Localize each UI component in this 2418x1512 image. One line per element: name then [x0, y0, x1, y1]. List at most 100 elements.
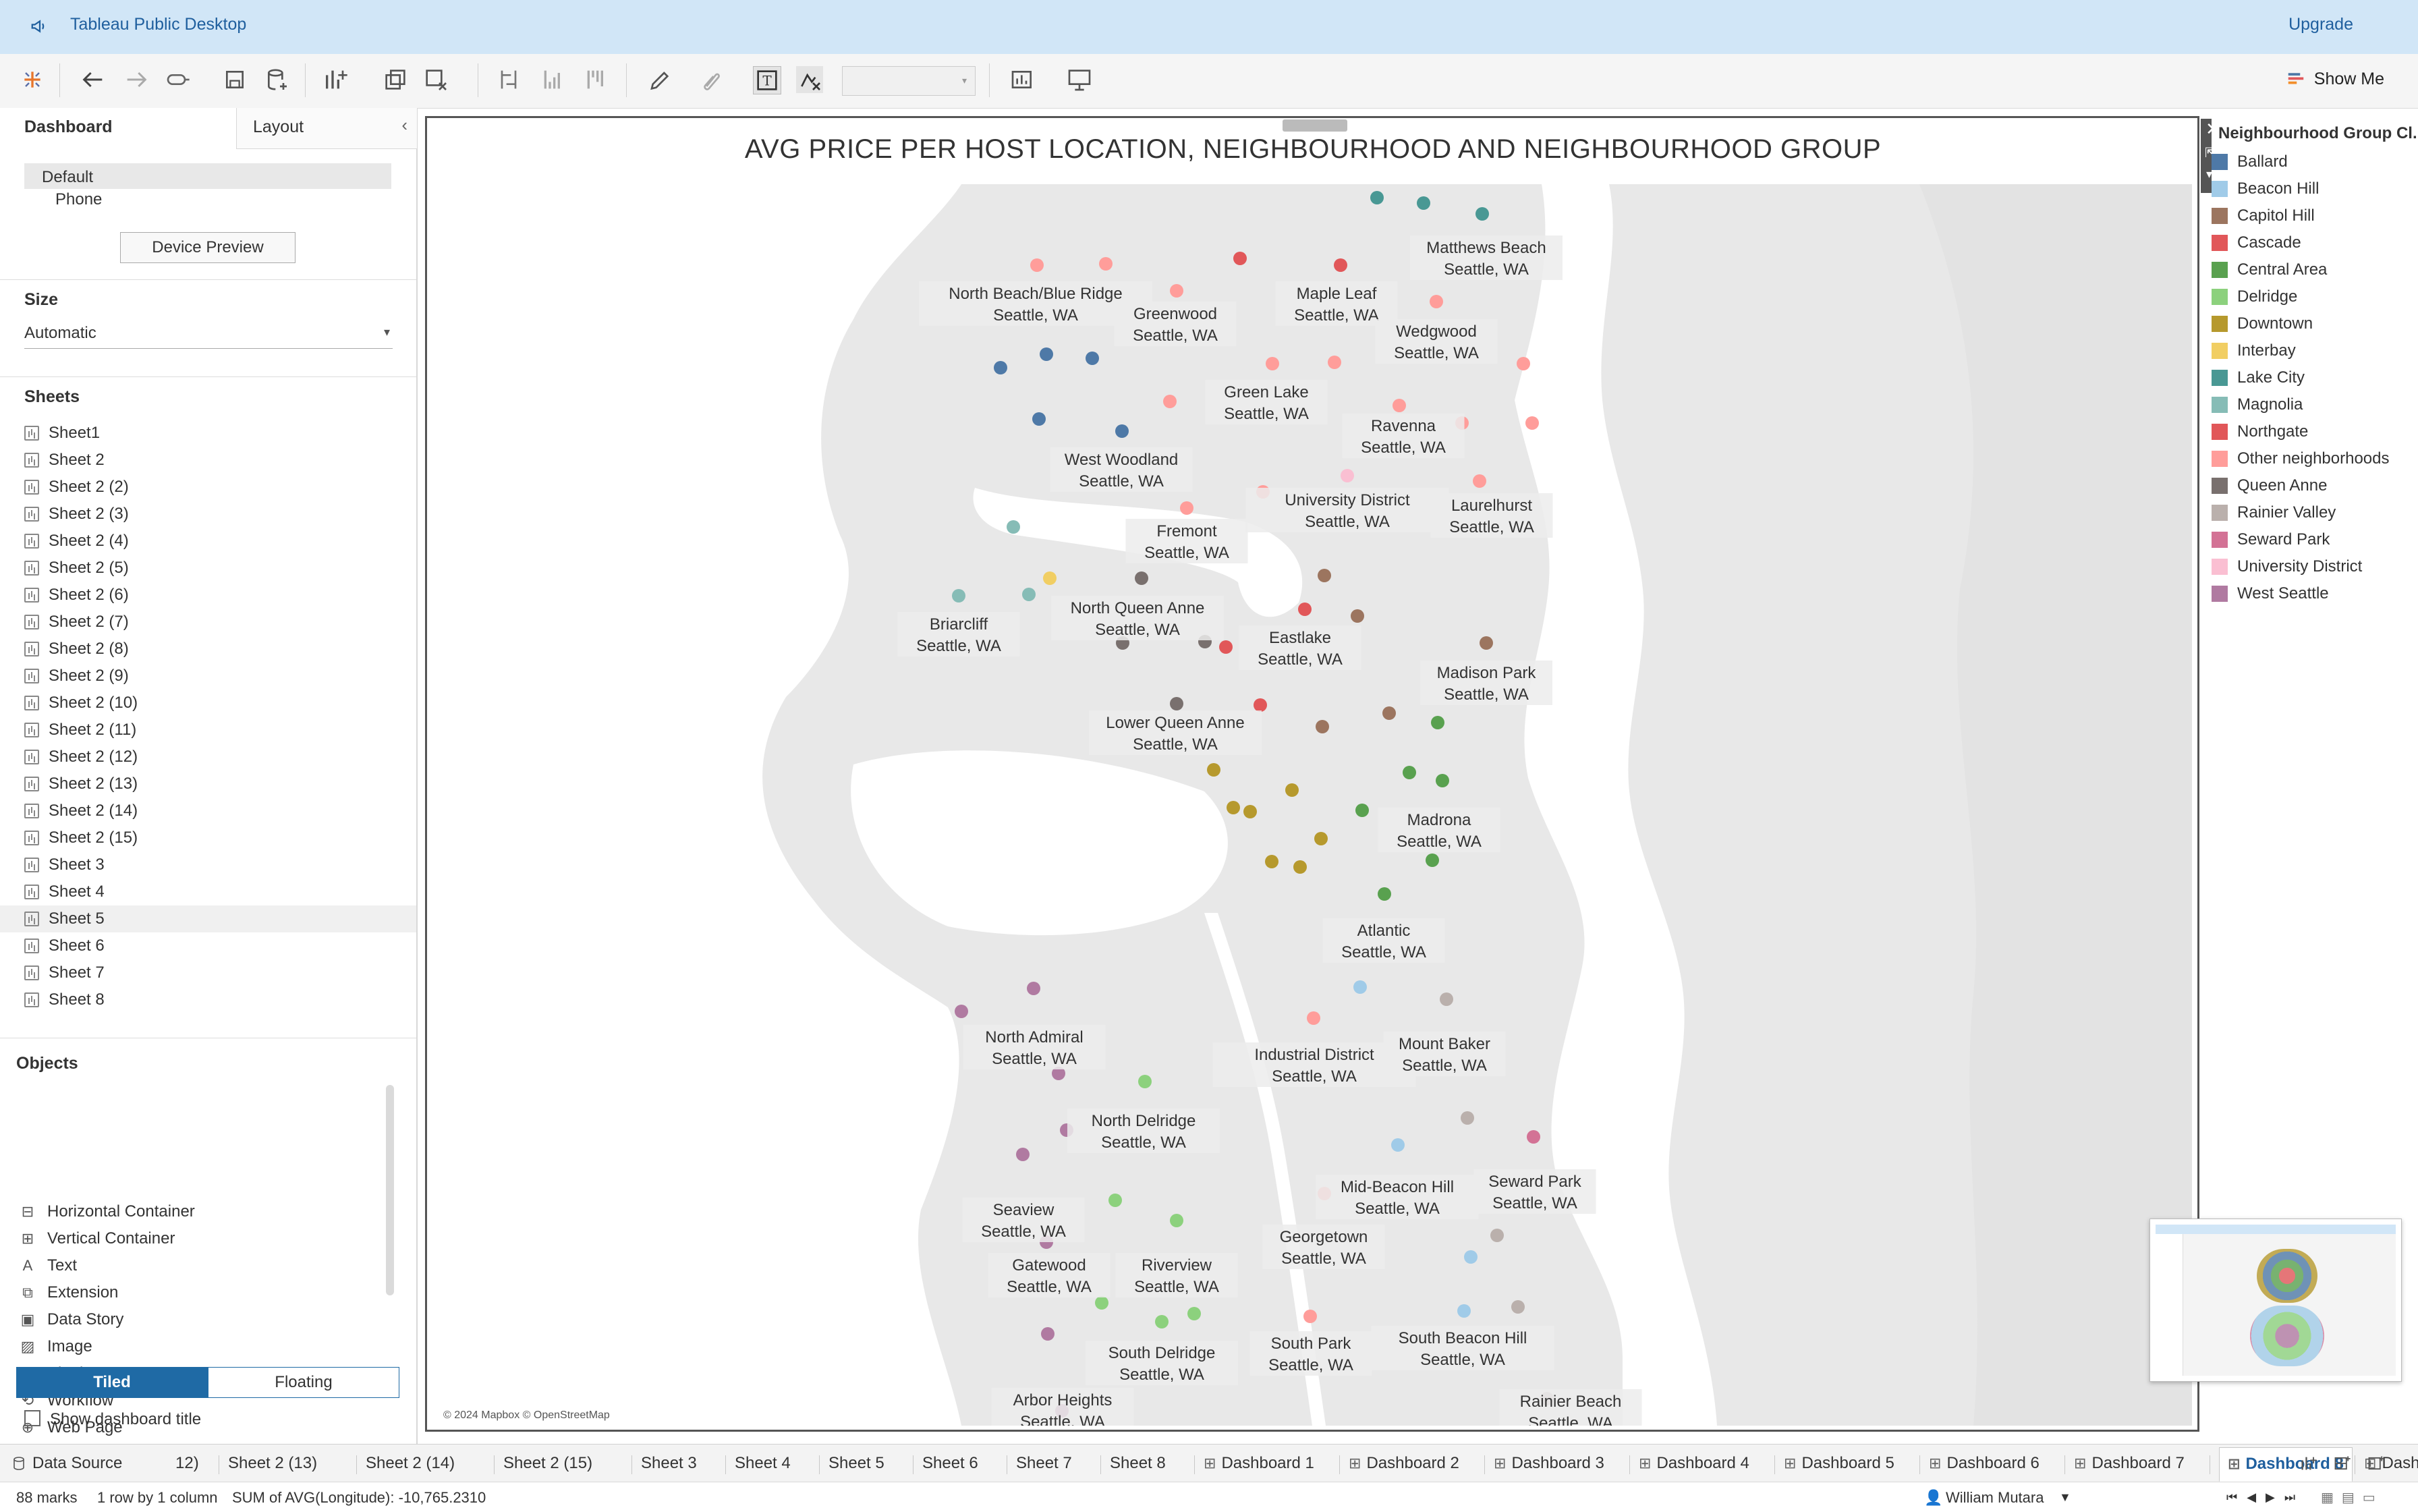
map-mark[interactable]: [1052, 1067, 1065, 1080]
map-mark[interactable]: [1370, 191, 1384, 204]
sheet-item[interactable]: Sheet 6: [24, 932, 105, 959]
new-dashboard-icon[interactable]: [2333, 1454, 2352, 1473]
dashboard-tab[interactable]: ⊞ Dashboard 9: [2364, 1450, 2418, 1477]
map-mark[interactable]: [1307, 1011, 1320, 1025]
dashboard-tab[interactable]: ⊞ Dashboard 1: [1204, 1450, 1314, 1477]
legend-item[interactable]: Queen Anne: [2212, 472, 2327, 499]
sheet-item[interactable]: Sheet 7: [24, 959, 105, 986]
map-mark[interactable]: [1318, 569, 1331, 582]
map-mark[interactable]: [1511, 1300, 1525, 1314]
tiled-toggle[interactable]: Tiled: [16, 1367, 208, 1398]
map-mark[interactable]: [1187, 1307, 1201, 1320]
show-me-button[interactable]: Show Me: [2286, 69, 2384, 89]
map-mark[interactable]: [1254, 698, 1267, 712]
map-mark[interactable]: [1316, 720, 1329, 733]
sheet-item[interactable]: Sheet 2 (13): [24, 771, 138, 797]
redo-icon[interactable]: [123, 66, 150, 93]
map-mark[interactable]: [1461, 1111, 1474, 1125]
sheet-item[interactable]: Sheet 2 (12): [24, 744, 138, 771]
sheet-tab[interactable]: Sheet 7: [1016, 1450, 1072, 1477]
device-preview-button[interactable]: Device Preview: [120, 232, 296, 263]
chevron-down-icon[interactable]: ▾: [2206, 167, 2213, 181]
show-title-checkbox[interactable]: [24, 1410, 40, 1426]
device-phone[interactable]: Phone: [55, 190, 103, 208]
map-mark[interactable]: [1207, 763, 1220, 777]
upgrade-link[interactable]: Upgrade: [2288, 15, 2353, 34]
map-mark[interactable]: [1527, 1130, 1540, 1144]
map-mark[interactable]: [1403, 766, 1416, 779]
map-mark[interactable]: [1030, 258, 1044, 272]
sheet-item[interactable]: Sheet 2 (10): [24, 690, 138, 717]
dashboard-canvas[interactable]: AVG PRICE PER HOST LOCATION, NEIGHBOURHO…: [425, 116, 2199, 1432]
sheet-item[interactable]: Sheet 2 (14): [24, 797, 138, 824]
dashboard-tab[interactable]: ⊞ Dashboard 4: [1639, 1450, 1749, 1477]
sheet-tab[interactable]: 12): [175, 1450, 199, 1477]
map-mark[interactable]: [1115, 424, 1129, 438]
chevron-down-icon[interactable]: ▼: [2059, 1490, 2071, 1504]
map-mark[interactable]: [1219, 640, 1233, 654]
new-worksheet-icon[interactable]: [322, 66, 349, 93]
legend-item[interactable]: Rainier Valley: [2212, 499, 2336, 526]
object-item[interactable]: ⊞ Vertical Container: [19, 1225, 175, 1252]
sheet-item[interactable]: Sheet 5: [0, 905, 416, 932]
map-mark[interactable]: [1525, 416, 1539, 430]
legend-item[interactable]: Downtown: [2212, 310, 2313, 337]
object-item[interactable]: ▨ Image: [19, 1333, 92, 1360]
legend-item[interactable]: Delridge: [2212, 283, 2297, 310]
map-mark[interactable]: [1027, 982, 1040, 995]
dashboard-tab[interactable]: ⊞ Dashboard 3: [1494, 1450, 1604, 1477]
sheet-item[interactable]: Sheet 2 (11): [24, 717, 136, 744]
map-mark[interactable]: [1355, 804, 1369, 817]
legend-item[interactable]: Other neighborhoods: [2212, 445, 2390, 472]
map-mark[interactable]: [955, 1005, 968, 1018]
legend-item[interactable]: Beacon Hill: [2212, 175, 2319, 202]
new-story-icon[interactable]: [2367, 1454, 2386, 1473]
map-mark[interactable]: [1473, 474, 1486, 488]
map-mark[interactable]: [1431, 716, 1444, 729]
map-mark[interactable]: [1155, 1315, 1169, 1328]
map-mark[interactable]: [1170, 1214, 1183, 1227]
sheet-item[interactable]: Sheet 2 (6): [24, 582, 129, 609]
sheet-navigation-arrows[interactable]: ⏮◀▶⏭: [2226, 1490, 2305, 1504]
map-mark[interactable]: [1436, 774, 1449, 787]
sort-descending-icon[interactable]: [583, 66, 610, 93]
map-mark[interactable]: [1108, 1194, 1122, 1207]
legend-item[interactable]: Capitol Hill: [2212, 202, 2315, 229]
map-mark[interactable]: [1095, 1296, 1108, 1310]
sheet-tab[interactable]: Sheet 4: [735, 1450, 791, 1477]
dashboard-tab[interactable]: ⊞ Dashboard 7: [2074, 1450, 2185, 1477]
sheet-item[interactable]: Sheet 2 (4): [24, 528, 129, 555]
sheet-item[interactable]: Sheet 2 (2): [24, 474, 129, 501]
map-mark[interactable]: [1351, 609, 1364, 623]
map-mark[interactable]: [1426, 853, 1439, 867]
objects-scrollbar[interactable]: [386, 1085, 394, 1295]
sheet-tab[interactable]: Sheet 5: [828, 1450, 884, 1477]
map-mark[interactable]: [1328, 356, 1341, 369]
tableau-logo-icon[interactable]: [19, 66, 46, 93]
map-mark[interactable]: [1170, 697, 1183, 710]
map-mark[interactable]: [1353, 980, 1367, 994]
presentation-chart-icon[interactable]: [1009, 66, 1036, 93]
color-legend[interactable]: Neighbourhood Group Cl.. Ballard Beacon H…: [2212, 119, 2418, 618]
drag-handle[interactable]: [1283, 119, 1347, 132]
map-mark[interactable]: [1517, 357, 1530, 370]
map-mark[interactable]: [1417, 196, 1430, 210]
legend-item[interactable]: Interbay: [2212, 337, 2296, 364]
highlight-icon[interactable]: [645, 66, 672, 93]
map-mark[interactable]: [1490, 1229, 1504, 1242]
sheet-item[interactable]: Sheet 2 (7): [24, 609, 129, 636]
map-mark[interactable]: [1086, 352, 1099, 365]
object-item[interactable]: A Text: [19, 1252, 77, 1279]
map-mark[interactable]: [1293, 860, 1307, 874]
fit-dropdown[interactable]: ▾: [842, 66, 976, 96]
sheet-item[interactable]: Sheet 4: [24, 878, 105, 905]
show-mark-labels-icon[interactable]: T: [753, 66, 781, 94]
map-mark[interactable]: [1135, 571, 1148, 585]
duplicate-icon[interactable]: [382, 66, 409, 93]
sheet-item[interactable]: Sheet 2 (15): [24, 824, 138, 851]
clear-sheet-icon[interactable]: [422, 66, 449, 93]
sheet-tab[interactable]: Sheet 2 (14): [366, 1450, 455, 1477]
map-mark[interactable]: [1382, 706, 1396, 720]
map-mark[interactable]: [1475, 207, 1489, 221]
